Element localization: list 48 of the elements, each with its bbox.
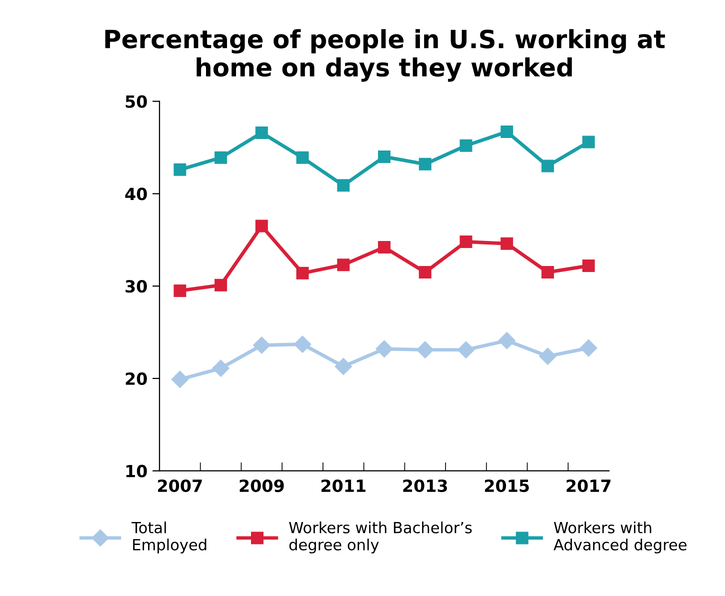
point [337, 258, 350, 272]
point [376, 340, 393, 358]
y-tick-label: 40 [125, 188, 147, 200]
y-tick-label: 50 [126, 95, 147, 108]
point [416, 341, 434, 358]
point [174, 284, 186, 297]
point [255, 126, 268, 139]
x-tick-label: 2015 [484, 479, 529, 492]
x-tick-label: 2013 [403, 479, 447, 492]
point [500, 126, 514, 138]
point [253, 336, 270, 354]
point [418, 158, 432, 170]
point [214, 151, 228, 164]
point [174, 163, 186, 176]
point [460, 139, 472, 152]
point [296, 266, 309, 280]
point [171, 370, 188, 388]
y-tick-label: 30 [126, 280, 147, 293]
point [255, 220, 268, 232]
legend-label: Total Employed [132, 522, 206, 554]
point [296, 151, 309, 164]
point [580, 339, 598, 357]
point [418, 266, 432, 278]
point [378, 150, 390, 163]
point [541, 266, 554, 278]
y-tick-label: 10 [126, 464, 147, 478]
point [541, 160, 554, 172]
point [334, 358, 352, 375]
x-tick-label: 2009 [240, 479, 284, 492]
point [582, 136, 595, 148]
chart-title: Percentage of people in U.S. working at home on days they worked [105, 29, 665, 82]
legend-label: Workers with Advanced degree [554, 522, 686, 554]
point [337, 179, 350, 192]
y-tick-label: 20 [126, 372, 147, 386]
legend-label: Workers with Bachelor’s degree only [289, 522, 472, 554]
point [582, 260, 595, 272]
point [457, 341, 475, 358]
point [214, 278, 228, 292]
point [539, 348, 556, 365]
x-tick-label: 2011 [322, 479, 366, 492]
x-tick-label: 2007 [158, 479, 202, 492]
point [378, 241, 390, 254]
point [212, 360, 230, 377]
point [500, 237, 514, 250]
point [294, 336, 312, 353]
x-tick-label: 2017 [566, 479, 610, 492]
point [498, 332, 516, 350]
point [460, 235, 472, 248]
